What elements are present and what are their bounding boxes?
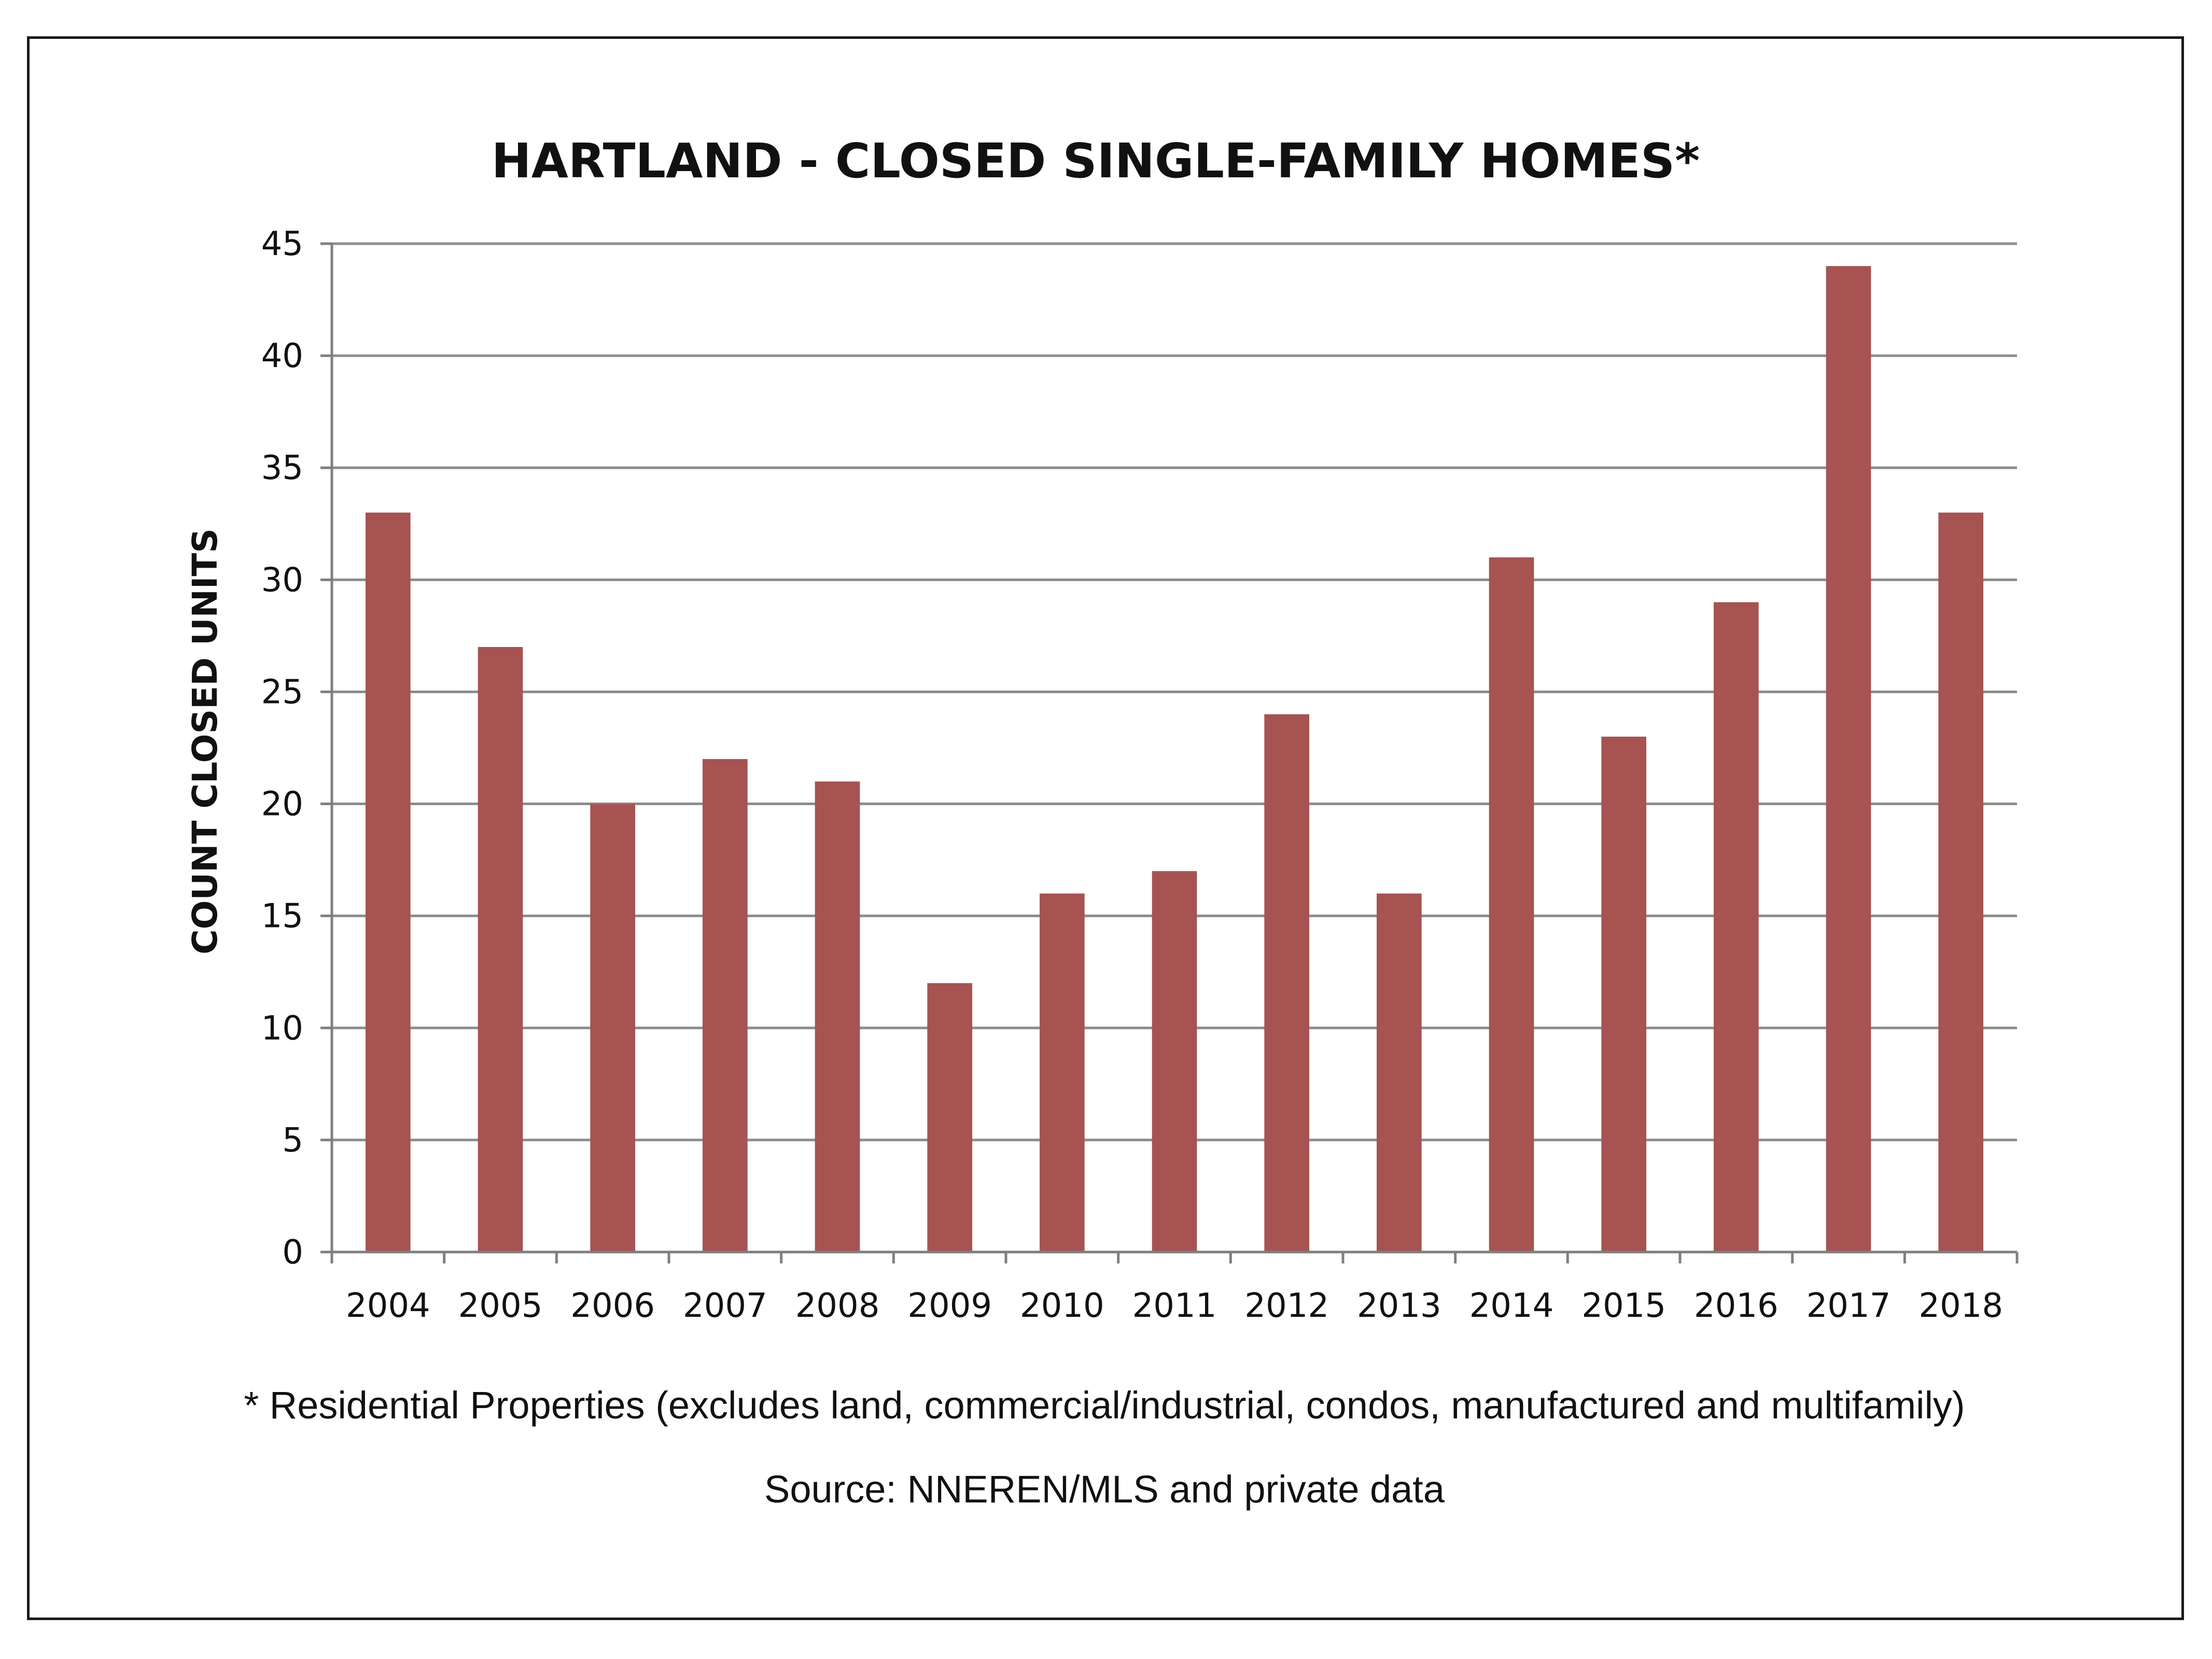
y-tick-label: 5	[282, 1121, 303, 1160]
x-tick-label: 2014	[1469, 1287, 1554, 1325]
y-axis-label: COUNT CLOSED UNITS	[185, 528, 225, 954]
footnote: * Residential Properties (excludes land,…	[244, 1384, 1965, 1427]
bar-2009	[927, 983, 972, 1252]
x-tick-label: 2005	[458, 1287, 543, 1325]
x-tick-label: 2013	[1357, 1287, 1441, 1325]
bar-2007	[703, 759, 748, 1252]
x-tick-label: 2016	[1694, 1287, 1779, 1325]
y-tick-labels: 0 5 10 15 20 25 30 35 40 45	[261, 225, 303, 1272]
bar-2011	[1152, 871, 1197, 1252]
axes	[320, 242, 2019, 1263]
chart-title: HARTLAND - CLOSED SINGLE-FAMILY HOMES*	[492, 133, 1700, 189]
x-tick-label: 2004	[346, 1287, 430, 1325]
y-tick-label: 15	[261, 897, 303, 936]
x-tick-label: 2007	[683, 1287, 767, 1325]
y-tick-label: 0	[282, 1233, 303, 1272]
chart-frame	[27, 36, 2184, 1620]
x-tick-label: 2011	[1132, 1287, 1217, 1325]
y-tick-label: 45	[261, 225, 303, 263]
bar-2008	[815, 781, 860, 1252]
bar-2005	[478, 647, 523, 1252]
bar-2012	[1264, 714, 1309, 1252]
y-tick-label: 20	[261, 785, 303, 824]
bar-2010	[1040, 893, 1085, 1252]
bar-2014	[1489, 557, 1534, 1252]
x-tick-label: 2017	[1807, 1287, 1891, 1325]
bar-2018	[1938, 512, 1983, 1252]
x-tick-label: 2006	[570, 1287, 655, 1325]
bar-2017	[1826, 266, 1871, 1253]
x-tick-labels: 2004 2005 2006 2007 2008 2009 2010 2011 2012 2013…	[346, 1287, 2003, 1325]
x-tick-label: 2009	[907, 1287, 992, 1325]
y-tick-label: 10	[261, 1009, 303, 1048]
y-tick-label: 25	[261, 673, 303, 711]
bar-2016	[1714, 602, 1759, 1252]
x-tick-label: 2010	[1020, 1287, 1104, 1325]
x-tick-label: 2008	[795, 1287, 880, 1325]
bar-series	[366, 266, 1983, 1253]
x-tick-label: 2018	[1919, 1287, 2003, 1325]
bar-2006	[590, 804, 635, 1252]
bar-2013	[1377, 893, 1422, 1252]
y-tick-label: 35	[261, 449, 303, 487]
bar-2004	[366, 512, 411, 1252]
y-tick-label: 40	[261, 337, 303, 375]
bar-2015	[1601, 736, 1646, 1252]
x-tick-label: 2015	[1581, 1287, 1666, 1325]
x-tick-label: 2012	[1244, 1287, 1329, 1325]
source-note: Source: NNEREN/MLS and private data	[764, 1468, 1445, 1511]
y-tick-label: 30	[261, 561, 303, 599]
